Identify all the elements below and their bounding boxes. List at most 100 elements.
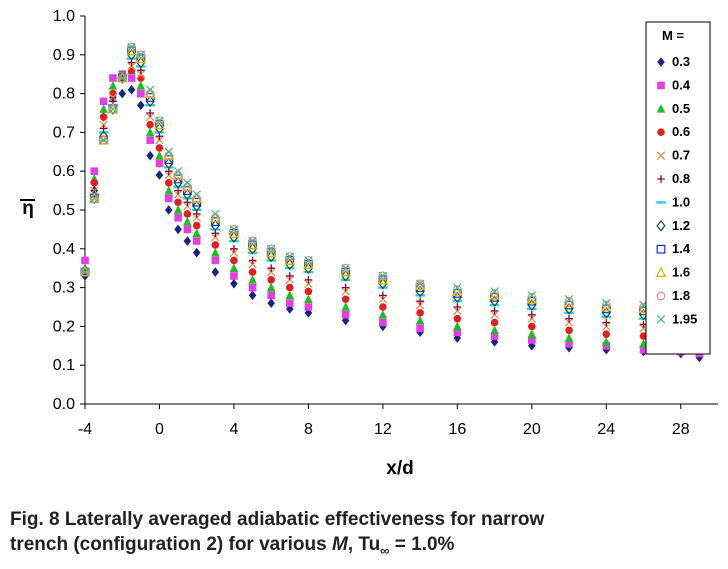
data-point [80, 266, 90, 278]
data-point [192, 213, 201, 223]
data-point [490, 332, 499, 340]
chart: 0.0 0.1 0.2 0.3 0.4 0.5 0.6 0.7 0.8 0.9 1.0 -4 0 4 8 12… [20, 8, 718, 479]
data-point [99, 113, 108, 121]
data-point [602, 322, 611, 331]
data-point [526, 293, 538, 304]
data-point [192, 190, 201, 199]
data-point [564, 294, 574, 304]
caption-sep: , Tu [347, 534, 381, 555]
data-point [183, 216, 192, 226]
data-point [183, 236, 192, 246]
x-tick-label: 24 [597, 421, 615, 438]
series-1.95 [80, 42, 686, 312]
y-axis-label: η [22, 198, 34, 219]
data-point [145, 85, 155, 94]
data-point [230, 278, 238, 289]
data-point [117, 73, 127, 83]
data-marks [79, 42, 704, 363]
data-point [266, 244, 276, 254]
data-point [416, 297, 424, 305]
data-point [127, 42, 136, 52]
legend-label: 1.0 [672, 194, 690, 209]
y-tick-label: 0.1 [53, 357, 75, 374]
data-point [248, 256, 257, 265]
legend-marker [656, 244, 666, 254]
data-point [639, 332, 648, 340]
data-point [192, 247, 201, 258]
data-point [127, 42, 136, 52]
data-point [378, 277, 388, 290]
data-point [564, 333, 574, 342]
data-point [248, 283, 257, 292]
data-point [229, 263, 239, 272]
legend-label: 0.8 [672, 171, 690, 186]
data-point [266, 250, 276, 263]
data-point [174, 198, 182, 207]
data-point [183, 225, 192, 234]
data-point [155, 150, 164, 160]
data-point [285, 290, 295, 300]
data-point [99, 97, 108, 106]
data-point [602, 318, 611, 327]
data-point [183, 210, 192, 218]
data-point [108, 103, 118, 115]
data-point [453, 303, 462, 311]
data-point [527, 329, 537, 338]
series-0.4 [81, 70, 704, 358]
legend-box [645, 21, 711, 355]
data-point [192, 237, 201, 245]
data-point [173, 205, 183, 214]
data-point [192, 200, 202, 212]
x-tick-label: 8 [304, 421, 313, 438]
data-point [452, 285, 462, 294]
legend-label: 0.7 [672, 148, 690, 163]
data-point [108, 81, 118, 90]
legend-marker [657, 128, 665, 136]
data-point [80, 267, 90, 277]
x-tick-label: 16 [448, 421, 466, 438]
data-point [211, 241, 220, 249]
legend-marker [655, 266, 667, 277]
data-point [136, 50, 146, 60]
legend-label: 1.95 [672, 311, 697, 326]
data-point [453, 321, 462, 331]
caption-variable: M [331, 534, 348, 555]
legend-label: 0.5 [672, 101, 690, 116]
data-point [146, 109, 154, 117]
data-point [416, 324, 424, 333]
data-point [490, 307, 499, 315]
data-point [378, 294, 388, 304]
data-point [565, 326, 573, 335]
data-point [248, 260, 257, 269]
data-point [164, 185, 174, 195]
data-point [145, 95, 155, 108]
caption-suffix: = 1.0% [389, 534, 455, 555]
axis-ticks: 0.0 0.1 0.2 0.3 0.4 0.5 0.6 0.7 0.8 0.9 1.0 -4 0 4 8 12… [53, 8, 690, 438]
data-point [127, 62, 136, 71]
data-point [304, 256, 313, 265]
data-point [136, 50, 146, 60]
data-point [192, 228, 202, 238]
data-point [211, 267, 220, 277]
data-point [341, 283, 350, 292]
data-point [379, 291, 387, 300]
legend-marker [656, 201, 666, 204]
data-point [146, 120, 154, 129]
data-point [126, 49, 137, 61]
data-point [601, 300, 611, 310]
data-point [248, 275, 257, 284]
data-point [415, 300, 425, 310]
data-point [137, 100, 145, 111]
data-point [108, 93, 118, 102]
data-point [453, 328, 462, 337]
data-point [266, 267, 276, 277]
data-point [285, 283, 294, 292]
data-point [341, 287, 350, 296]
data-point [247, 243, 258, 255]
data-point [155, 144, 164, 152]
data-point [174, 213, 182, 222]
y-tick-label: 0.0 [53, 396, 75, 413]
data-point [415, 315, 425, 325]
data-point [99, 120, 108, 129]
y-tick-label: 0.7 [53, 124, 75, 141]
